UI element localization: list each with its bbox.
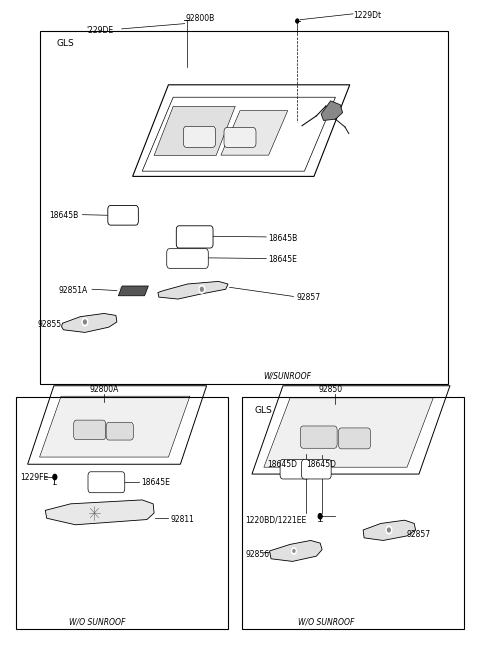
- Polygon shape: [142, 97, 336, 171]
- Text: 18645D: 18645D: [306, 460, 336, 469]
- FancyBboxPatch shape: [183, 126, 216, 147]
- Text: 92800B: 92800B: [185, 14, 215, 23]
- Text: GLS: GLS: [56, 39, 74, 49]
- Text: 1220BD/1221EE: 1220BD/1221EE: [245, 515, 306, 524]
- Text: 18645B: 18645B: [49, 212, 78, 221]
- Text: W/O SUNROOF: W/O SUNROOF: [298, 617, 354, 626]
- Circle shape: [293, 550, 295, 553]
- FancyBboxPatch shape: [338, 428, 371, 449]
- FancyBboxPatch shape: [167, 249, 208, 268]
- FancyBboxPatch shape: [300, 426, 337, 448]
- Text: 18645D: 18645D: [268, 460, 298, 469]
- Text: 1229Dt: 1229Dt: [354, 11, 382, 20]
- Bar: [242, 397, 464, 629]
- Text: 92851A: 92851A: [59, 286, 88, 295]
- Polygon shape: [39, 396, 190, 457]
- Polygon shape: [363, 520, 416, 541]
- FancyBboxPatch shape: [280, 459, 310, 479]
- FancyBboxPatch shape: [224, 127, 256, 147]
- FancyBboxPatch shape: [301, 459, 331, 479]
- Polygon shape: [45, 500, 154, 525]
- Circle shape: [291, 548, 296, 555]
- Circle shape: [296, 19, 299, 23]
- Text: 92856: 92856: [246, 550, 270, 558]
- Text: '229DE: '229DE: [86, 26, 113, 35]
- Polygon shape: [221, 110, 288, 155]
- Circle shape: [386, 526, 392, 534]
- Circle shape: [84, 320, 86, 324]
- Polygon shape: [154, 106, 235, 156]
- FancyBboxPatch shape: [108, 206, 138, 225]
- Polygon shape: [321, 101, 343, 120]
- Text: 18645B: 18645B: [269, 234, 298, 242]
- Circle shape: [318, 514, 322, 519]
- Circle shape: [199, 285, 204, 293]
- Polygon shape: [252, 386, 450, 474]
- Polygon shape: [61, 313, 117, 332]
- Polygon shape: [132, 85, 350, 176]
- Text: W/O SUNROOF: W/O SUNROOF: [69, 617, 125, 626]
- Polygon shape: [264, 398, 433, 467]
- Circle shape: [200, 287, 203, 291]
- FancyBboxPatch shape: [106, 422, 133, 440]
- Text: 92800A: 92800A: [89, 386, 119, 394]
- Bar: [39, 31, 447, 384]
- Polygon shape: [118, 286, 148, 296]
- Text: 1229FE: 1229FE: [21, 473, 49, 482]
- Text: 92850: 92850: [319, 386, 343, 394]
- Text: 92855: 92855: [37, 320, 61, 329]
- Text: 92857: 92857: [296, 292, 321, 302]
- Circle shape: [82, 318, 88, 326]
- Text: 92811: 92811: [171, 515, 195, 524]
- FancyBboxPatch shape: [88, 472, 125, 493]
- Text: 18645E: 18645E: [269, 255, 298, 263]
- Bar: [16, 397, 228, 629]
- Text: 92857: 92857: [406, 530, 430, 539]
- Polygon shape: [270, 541, 322, 561]
- Text: GLS: GLS: [254, 406, 272, 415]
- Polygon shape: [28, 386, 206, 464]
- Text: W/SUNROOF: W/SUNROOF: [264, 371, 312, 380]
- Circle shape: [387, 528, 390, 532]
- Circle shape: [53, 474, 57, 480]
- FancyBboxPatch shape: [176, 226, 213, 248]
- FancyBboxPatch shape: [74, 420, 106, 440]
- Text: 18645E: 18645E: [141, 478, 169, 487]
- Polygon shape: [158, 281, 228, 299]
